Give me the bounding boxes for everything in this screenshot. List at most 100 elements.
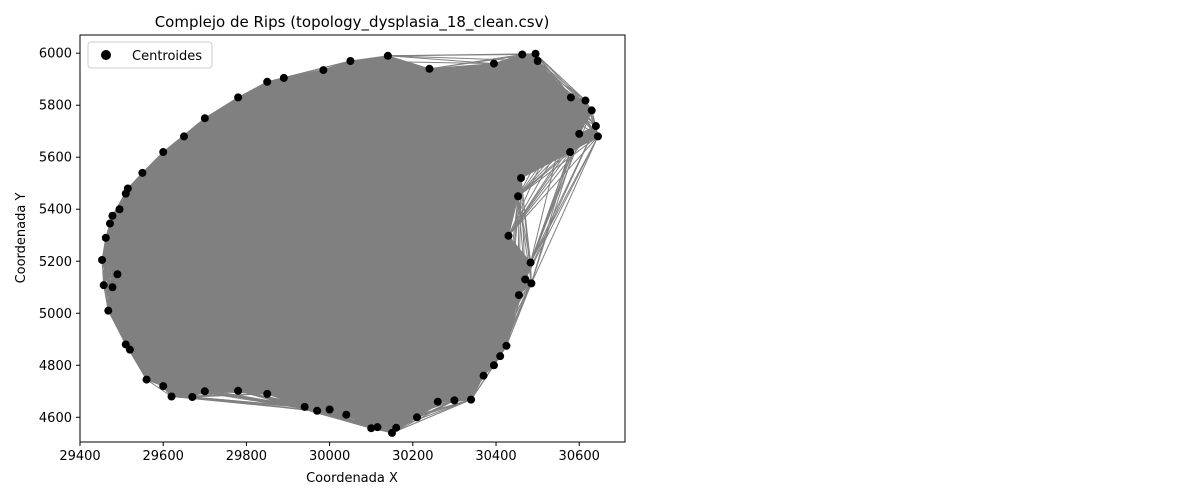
centroid-point [412,413,421,422]
centroid-point [125,345,134,354]
centroid-point [121,189,130,198]
y-tick-label: 5200 [39,255,72,270]
centroid-point [180,132,189,141]
complex-edge [109,223,127,345]
x-tick-label: 29800 [226,449,267,464]
complex-edge [493,235,510,366]
complex-edge [103,285,109,311]
centroid-point [234,386,243,395]
complex-region [102,53,598,433]
complex-edge [493,63,571,153]
centroid-point [527,279,536,288]
complex-edge [105,237,164,387]
complex-edge [105,136,185,239]
centroid-point [279,73,288,82]
centroid-point [115,205,124,214]
complex-edge [569,135,599,153]
complex-edge [323,68,430,71]
centroid-point [142,375,151,384]
complex-edge [530,136,599,284]
complex-edge [346,414,372,429]
complex-edge [416,399,455,418]
complex-edge [112,286,206,392]
centroid-point [518,50,527,59]
centroid-point [188,393,197,402]
complex-edge [517,97,572,197]
centroid-point [105,219,114,228]
complex-edge [535,53,586,101]
complex-edge [129,349,239,392]
complex-edge [508,136,599,237]
complex-edge [520,53,537,179]
complex-edge [517,196,532,263]
plot-area [98,49,602,437]
complex-edge [429,68,592,111]
y-tick-label: 5800 [39,99,72,114]
legend-box [87,41,213,69]
complex-edge [493,63,572,98]
chart-title: Complejo de Rips (topology_dysplasia_18_… [155,13,550,32]
centroid-point [263,77,272,86]
complex-edge [391,399,472,434]
centroid-point [346,57,355,66]
complex-fill [102,53,598,433]
centroid-point [159,382,168,391]
complex-edges [101,53,599,434]
complex-edge [453,262,531,401]
complex-edge [517,125,597,197]
complex-edge [508,235,526,280]
y-axis-label: Coordenada Y [14,193,29,284]
complex-edge [101,259,193,398]
complex-edge [508,125,597,237]
complex-edge [125,344,239,392]
axes-frame [79,34,626,443]
complex-edge [530,125,597,263]
y-tick-label: 5600 [39,151,72,166]
centroid-point [200,387,209,396]
y-tick-label: 6000 [39,47,72,62]
complex-edge [429,54,523,70]
centroid-point [581,96,590,105]
complex-edge [396,399,472,429]
centroid-point [113,270,122,279]
complex-edge [537,60,586,101]
y-tick-label: 5400 [39,203,72,218]
complex-edge [129,349,148,380]
complex-edge [521,54,580,135]
centroid-point [502,341,511,350]
y-axis-ticks: 4600 4800 5000 5200 5400 5600 5800 6000 [39,47,80,426]
x-tick-label: 30600 [559,449,600,464]
centroid-point [104,306,113,315]
centroid-point [514,192,523,201]
complex-edge [387,55,430,70]
complex-edge [429,63,494,70]
complex-edge [483,235,510,376]
x-tick-label: 30400 [475,449,516,464]
complex-edge [493,53,536,65]
x-tick-label: 29600 [143,449,184,464]
centroid-point [467,395,476,404]
y-tick-label: 5000 [39,307,72,322]
complex-edge [125,193,131,350]
complex-edge [192,390,239,398]
complex-edge [530,136,599,263]
x-axis-label: Coordenada X [306,471,398,486]
centroid-point [367,424,376,433]
centroid-point [319,66,328,75]
complex-edge [530,133,580,284]
centroid-point [373,423,382,432]
complex-edge [569,125,597,153]
centroid-point [593,132,602,141]
centroid-point [108,211,117,220]
complex-edge [387,55,494,65]
complex-edge [493,63,592,111]
legend: Centroides [87,41,213,69]
centroid-point [489,59,498,68]
complex-edge [521,54,571,153]
complex-edge [387,54,523,57]
x-tick-label: 29400 [59,449,100,464]
centroid-point [234,93,243,102]
complex-edge [520,133,580,179]
centroid-point [300,402,309,411]
x-tick-label: 30000 [309,449,350,464]
